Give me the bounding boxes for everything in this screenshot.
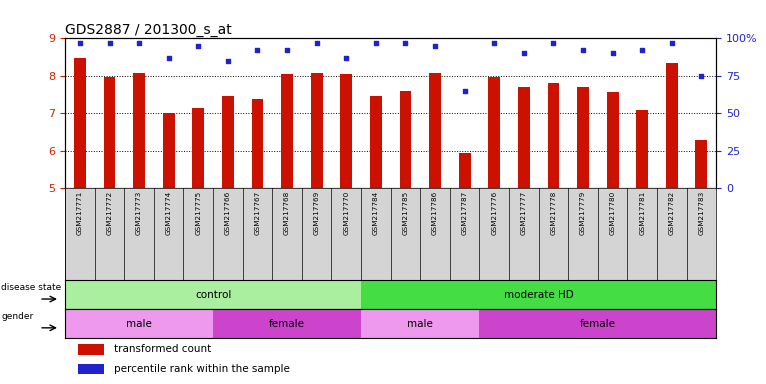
Point [488,40,500,46]
Text: GSM217767: GSM217767 [254,191,260,235]
Point [162,55,175,61]
Bar [213,309,361,338]
Text: GSM217778: GSM217778 [551,191,556,235]
Point [370,40,382,46]
Text: male: male [408,318,434,329]
Text: GSM217779: GSM217779 [580,191,586,235]
Bar [251,99,264,188]
Bar [65,309,213,338]
Point [340,55,352,61]
Bar [489,77,500,188]
Point [636,47,648,53]
Bar [192,108,205,188]
Bar [607,92,619,188]
Bar [281,74,293,188]
Bar [103,77,116,188]
Text: gender: gender [2,312,34,321]
Point [222,58,234,64]
Bar [74,58,86,188]
Text: GSM217786: GSM217786 [432,191,438,235]
Point [133,40,146,46]
Text: GDS2887 / 201300_s_at: GDS2887 / 201300_s_at [65,23,232,37]
Text: female: female [269,318,305,329]
Point [251,47,264,53]
Bar [429,73,441,188]
Text: male: male [126,318,152,329]
Text: GSM217769: GSM217769 [313,191,319,235]
Text: GSM217785: GSM217785 [402,191,408,235]
Text: moderate HD: moderate HD [504,290,574,300]
Text: GSM217776: GSM217776 [491,191,497,235]
Bar [459,153,470,188]
Bar [548,83,559,188]
Text: GSM217770: GSM217770 [343,191,349,235]
Text: disease state: disease state [2,283,61,292]
Bar [361,280,716,309]
Point [192,43,205,49]
Bar [480,309,716,338]
Point [103,40,116,46]
Text: GSM217774: GSM217774 [165,191,172,235]
Bar [133,73,145,188]
Bar [696,140,707,188]
Text: percentile rank within the sample: percentile rank within the sample [114,364,290,374]
Bar [65,280,361,309]
Bar [311,73,322,188]
Text: GSM217781: GSM217781 [639,191,645,235]
Text: GSM217768: GSM217768 [284,191,290,235]
Bar [340,74,352,188]
Text: GSM217782: GSM217782 [669,191,675,235]
Point [577,47,589,53]
Point [281,47,293,53]
Bar [78,344,104,354]
Bar [370,96,381,188]
Text: GSM217787: GSM217787 [462,191,468,235]
Point [399,40,411,46]
Bar [78,364,104,374]
Bar [666,63,678,188]
Point [310,40,322,46]
Text: female: female [580,318,616,329]
Text: GSM217771: GSM217771 [77,191,83,235]
Point [459,88,471,94]
Bar [400,91,411,188]
Point [429,43,441,49]
Text: GSM217784: GSM217784 [373,191,379,235]
Bar [577,87,589,188]
Point [607,50,619,56]
Text: GSM217777: GSM217777 [521,191,527,235]
Point [518,50,530,56]
Bar [518,87,530,188]
Point [666,40,678,46]
Text: control: control [195,290,231,300]
Point [547,40,559,46]
Bar [361,309,480,338]
Text: GSM217773: GSM217773 [136,191,142,235]
Text: GSM217783: GSM217783 [699,191,705,235]
Text: transformed count: transformed count [114,344,211,354]
Text: GSM217766: GSM217766 [225,191,231,235]
Text: GSM217775: GSM217775 [195,191,201,235]
Point [696,73,708,79]
Text: GSM217772: GSM217772 [106,191,113,235]
Bar [222,96,234,188]
Text: GSM217780: GSM217780 [610,191,616,235]
Point [74,40,86,46]
Bar [163,113,175,188]
Bar [637,109,648,188]
